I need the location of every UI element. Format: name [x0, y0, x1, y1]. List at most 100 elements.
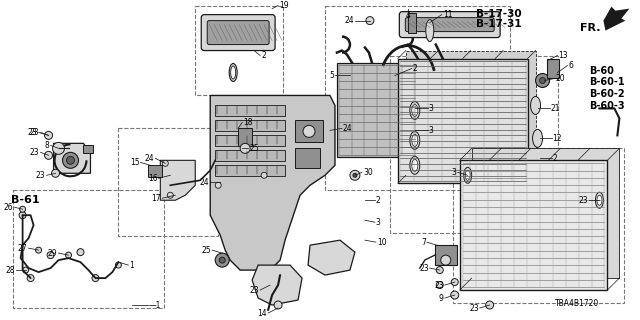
Text: —1: —1	[148, 301, 161, 310]
Circle shape	[27, 275, 34, 282]
Text: 30: 30	[363, 168, 372, 177]
Circle shape	[540, 77, 545, 84]
Circle shape	[215, 253, 229, 267]
Text: 19: 19	[279, 1, 289, 10]
Text: 14: 14	[257, 308, 267, 317]
Bar	[460, 160, 607, 290]
Ellipse shape	[531, 96, 541, 115]
Text: 23: 23	[36, 171, 45, 180]
Circle shape	[52, 142, 65, 154]
Bar	[215, 135, 285, 146]
Bar	[118, 128, 218, 236]
Bar	[238, 128, 252, 146]
Circle shape	[115, 262, 122, 268]
Bar	[406, 51, 536, 175]
Text: B-60-2: B-60-2	[589, 90, 625, 100]
Ellipse shape	[412, 104, 418, 116]
FancyBboxPatch shape	[405, 18, 494, 32]
Text: 11: 11	[443, 10, 452, 19]
Circle shape	[486, 301, 493, 309]
Bar	[215, 105, 285, 116]
FancyBboxPatch shape	[399, 12, 500, 37]
Circle shape	[65, 252, 72, 258]
Text: 5: 5	[329, 71, 334, 80]
Circle shape	[22, 267, 29, 273]
Text: 3: 3	[429, 126, 434, 135]
Circle shape	[47, 252, 54, 259]
Ellipse shape	[412, 134, 418, 146]
Text: B-17-31: B-17-31	[476, 19, 522, 28]
Polygon shape	[210, 95, 335, 270]
Circle shape	[303, 125, 315, 137]
Circle shape	[77, 249, 84, 256]
Bar	[452, 148, 625, 303]
Text: 2: 2	[552, 154, 557, 163]
Polygon shape	[54, 143, 90, 173]
Circle shape	[451, 291, 459, 299]
Text: 24: 24	[200, 178, 209, 187]
Text: 25: 25	[249, 144, 259, 153]
Ellipse shape	[426, 20, 434, 42]
Bar	[547, 59, 559, 78]
Text: 29: 29	[48, 249, 58, 258]
Circle shape	[92, 275, 99, 282]
Bar	[435, 245, 457, 265]
Circle shape	[350, 170, 360, 180]
Bar	[337, 62, 417, 157]
Circle shape	[436, 267, 444, 274]
Text: 28: 28	[5, 266, 15, 275]
Text: 23: 23	[30, 128, 40, 137]
Ellipse shape	[532, 129, 543, 147]
Text: 2: 2	[261, 51, 266, 60]
Text: 27: 27	[18, 244, 28, 253]
FancyBboxPatch shape	[201, 15, 275, 51]
Text: 21: 21	[550, 104, 560, 113]
Text: 23: 23	[30, 148, 40, 157]
Text: 1: 1	[129, 260, 134, 270]
Bar	[215, 165, 285, 176]
Bar	[215, 150, 285, 161]
Bar	[148, 165, 163, 177]
Text: 4: 4	[405, 11, 410, 20]
Circle shape	[52, 169, 60, 177]
Bar	[195, 6, 283, 95]
Text: 23: 23	[469, 304, 479, 313]
Text: TBA4B1720: TBA4B1720	[554, 299, 599, 308]
Polygon shape	[308, 240, 355, 275]
Ellipse shape	[410, 101, 420, 119]
Ellipse shape	[410, 132, 420, 149]
Circle shape	[240, 143, 250, 153]
Circle shape	[20, 206, 26, 212]
Text: 23: 23	[28, 128, 38, 137]
Ellipse shape	[595, 192, 604, 208]
Bar	[83, 145, 93, 153]
Text: 24: 24	[145, 154, 154, 163]
Circle shape	[36, 247, 42, 253]
Text: FR.: FR.	[580, 23, 600, 33]
Text: 23: 23	[250, 285, 259, 295]
Text: 6: 6	[568, 61, 573, 70]
Text: 3: 3	[452, 168, 457, 177]
Text: 2: 2	[413, 64, 417, 73]
Text: B-17-30: B-17-30	[476, 9, 522, 19]
Circle shape	[436, 282, 444, 289]
Text: 16: 16	[148, 174, 157, 183]
Circle shape	[274, 301, 282, 309]
Text: 12: 12	[552, 134, 562, 143]
Text: B-60-1: B-60-1	[589, 77, 625, 87]
Bar	[408, 12, 416, 33]
Bar	[325, 6, 509, 190]
Bar	[13, 190, 164, 308]
Circle shape	[353, 173, 357, 177]
Circle shape	[451, 279, 458, 285]
Text: B-61: B-61	[11, 195, 39, 205]
Bar	[472, 148, 620, 278]
Text: 2: 2	[376, 196, 381, 205]
Text: 25: 25	[202, 246, 211, 255]
Text: 10: 10	[377, 238, 387, 247]
Text: 7: 7	[421, 238, 426, 247]
Bar	[295, 120, 323, 142]
Circle shape	[45, 132, 52, 140]
Circle shape	[366, 17, 374, 25]
Text: 15: 15	[130, 158, 140, 167]
